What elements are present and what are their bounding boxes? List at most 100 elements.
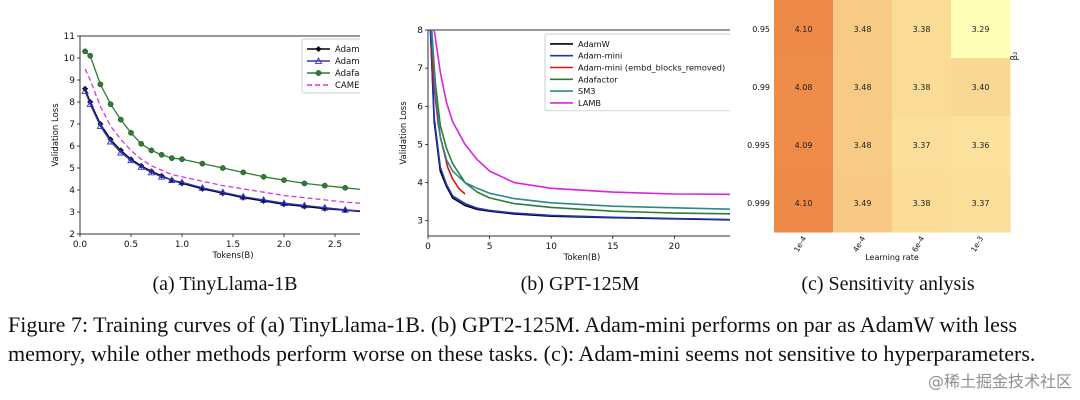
heatmap-cell: [892, 116, 952, 175]
y-tick-label: 4: [417, 179, 423, 189]
y-axis-label: Validation Loss: [51, 103, 61, 167]
data-point: [106, 137, 115, 145]
y-tick-label: 5: [69, 164, 75, 174]
series-line-adam-mini: [429, 30, 730, 221]
data-point: [300, 201, 309, 209]
heatmap-value: 4.10: [795, 25, 813, 34]
data-point: [82, 48, 88, 55]
x-tick-label: 1e-4: [792, 234, 808, 253]
y-tick-label: 8: [417, 26, 423, 36]
data-point: [199, 160, 206, 167]
heatmap-value: 3.38: [913, 199, 931, 208]
x-tick-label: 1.0: [175, 240, 190, 250]
legend-entry: Adafactor: [335, 69, 360, 79]
heatmap-value: 3.29: [972, 25, 990, 34]
y-tick-label: 0.95: [752, 25, 770, 34]
data-point: [240, 169, 247, 176]
y-tick-label: 11: [64, 32, 75, 42]
data-point: [260, 173, 267, 180]
data-point: [179, 156, 185, 163]
x-tick-label: 5: [487, 242, 493, 252]
x-axis-label: Learning rate: [865, 253, 919, 262]
x-tick-label: 0.5: [124, 240, 138, 250]
data-point: [198, 183, 207, 191]
figure-caption: Figure 7: Training curves of (a) TinyLla…: [8, 312, 1036, 366]
heatmap-value: 4.08: [795, 83, 813, 92]
legend-entry: AdamW: [578, 39, 610, 49]
series-line-came: [84, 68, 360, 204]
data-point: [137, 162, 145, 170]
heatmap-cell: [833, 58, 893, 117]
heatmap-cell: [892, 58, 952, 117]
data-point: [117, 148, 125, 156]
legend-entry: Adafactor: [578, 74, 618, 84]
heatmap-cell: [774, 58, 834, 117]
y-tick-label: 6: [417, 102, 423, 112]
plot-frame: [427, 29, 730, 237]
series-line-adam-mini-embd-blocks-removed-: [430, 45, 466, 195]
data-point: [157, 172, 166, 180]
heatmap-value: 3.38: [913, 83, 931, 92]
y-tick-label: 2: [69, 230, 75, 240]
data-point: [96, 122, 105, 130]
series-line-lamb: [433, 30, 730, 196]
watermark: @稀土掘金技术社区: [927, 372, 1072, 391]
gpt125m-chart: 0510152025345678Token(B)Validation LossA…: [399, 26, 730, 295]
y-tick-label: 3: [417, 217, 423, 227]
x-tick-label: 20: [669, 242, 681, 252]
data-point: [86, 100, 94, 108]
x-axis-label: Tokens(B): [211, 251, 253, 261]
data-point: [281, 177, 287, 183]
heatmap-value: 4.09: [795, 141, 813, 150]
data-point: [168, 155, 175, 161]
y-tick-label: 10: [64, 54, 76, 64]
heatmap-value: 3.37: [972, 199, 990, 208]
legend-box: [544, 33, 730, 112]
heatmap-value: 3.36: [972, 141, 990, 150]
tinyllama-chart: 0.00.51.01.52.02.53.0234567891011Tokens(…: [51, 32, 360, 295]
data-point: [148, 147, 155, 154]
y-tick-label: 6: [69, 142, 75, 152]
legend-marker: [314, 57, 323, 64]
heatmap-cell: [833, 174, 893, 233]
series-line-sm3: [430, 30, 730, 210]
heatmap-cell: [892, 174, 952, 233]
x-tick-label: 2.5: [328, 240, 342, 250]
x-tick-label: 0: [425, 242, 431, 252]
data-point: [259, 195, 268, 203]
y-tick-label: 8: [69, 98, 75, 108]
legend-box: [301, 38, 360, 94]
heatmap-value: 3.37: [913, 141, 931, 150]
data-point: [81, 87, 89, 94]
legend-entry: LAMB: [578, 98, 601, 108]
data-point: [158, 151, 165, 158]
legend-entry: SM3: [578, 86, 595, 96]
legend-entry: AdamW: [335, 45, 360, 55]
x-tick-label: 1.5: [226, 240, 240, 250]
data-point: [107, 101, 114, 108]
heatmap-cell: [833, 0, 893, 59]
x-tick-label: 15: [607, 242, 618, 252]
heatmap-cell: [892, 0, 952, 59]
x-tick-label: 0.0: [73, 240, 88, 250]
y-tick-label: 0.999: [747, 199, 770, 208]
x-tick-label: 6e-4: [910, 234, 926, 253]
series-line-adafactor: [430, 30, 730, 215]
y-tick-label: 0.995: [747, 141, 770, 150]
heatmap-value: 3.38: [913, 25, 931, 34]
legend-marker: [315, 70, 322, 76]
x-tick-label: 4e-4: [851, 234, 867, 253]
heatmap-cell: [951, 58, 1011, 117]
heatmap-value: 3.48: [854, 141, 872, 150]
legend-marker: [315, 46, 322, 52]
legend-entry: Adam-mini (embd_blocks_removed): [578, 63, 725, 73]
y-tick-label: 7: [417, 64, 423, 74]
data-point: [321, 182, 328, 189]
x-axis-label: Token(B): [563, 253, 601, 263]
data-point: [341, 205, 349, 213]
series-group: [429, 30, 730, 221]
heatmap-cell: [833, 116, 893, 175]
data-point: [280, 199, 288, 207]
heatmap-cell: [774, 0, 834, 59]
data-point: [87, 52, 94, 59]
